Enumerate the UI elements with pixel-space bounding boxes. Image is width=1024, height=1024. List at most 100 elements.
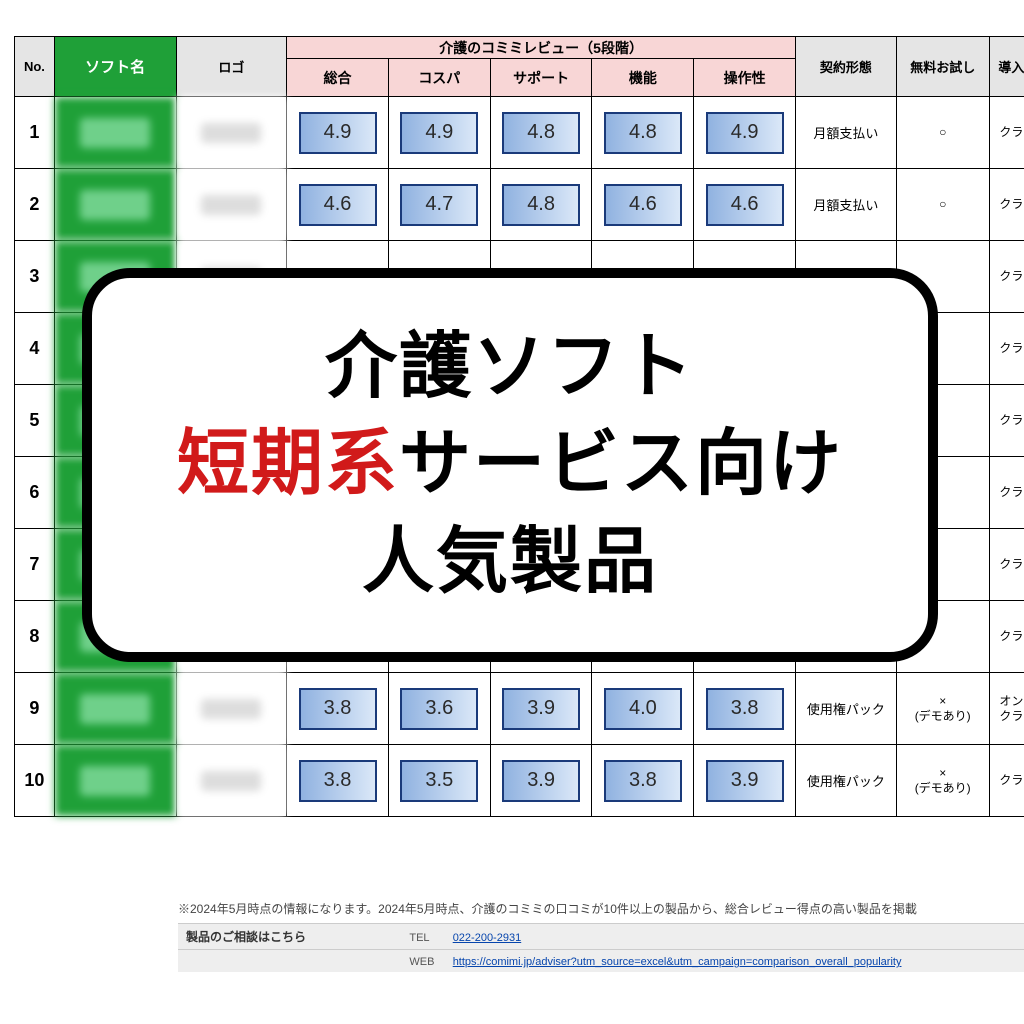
cell-contract: 使用権パック <box>796 673 897 745</box>
cell-soft <box>54 745 176 817</box>
table-row: 1 4.9 4.9 4.8 4.8 4.9 月額支払い○クラ <box>15 97 1024 169</box>
header-soft-name: ソフト名 <box>54 37 176 97</box>
footer: ※2024年5月時点の情報になります。2024年5月時点、介護のコミミの口コミが… <box>178 900 1024 972</box>
cell-logo <box>176 745 287 817</box>
score-box: 3.6 <box>400 688 478 730</box>
score-box: 3.8 <box>604 760 682 802</box>
score-box: 3.9 <box>706 760 784 802</box>
header-function: 機能 <box>592 59 694 97</box>
score-box: 3.5 <box>400 760 478 802</box>
header-usability: 操作性 <box>694 59 796 97</box>
cell-trial: ○ <box>896 97 989 169</box>
cell-score: 4.7 <box>388 169 490 241</box>
tel-label: TEL <box>409 932 449 944</box>
cell-score: 3.5 <box>388 745 490 817</box>
score-box: 4.8 <box>604 112 682 154</box>
cell-score: 3.8 <box>287 745 389 817</box>
cell-contract: 月額支払い <box>796 169 897 241</box>
score-box: 3.9 <box>502 760 580 802</box>
cell-score: 3.8 <box>592 745 694 817</box>
cell-score: 3.8 <box>694 673 796 745</box>
cell-no: 7 <box>15 529 55 601</box>
cell-deploy: クラ <box>989 529 1024 601</box>
cell-no: 1 <box>15 97 55 169</box>
cell-no: 2 <box>15 169 55 241</box>
cell-logo <box>176 169 287 241</box>
score-box: 4.9 <box>706 112 784 154</box>
header-support: サポート <box>490 59 592 97</box>
table-row: 2 4.6 4.7 4.8 4.6 4.6 月額支払い○クラ <box>15 169 1024 241</box>
score-box: 4.8 <box>502 184 580 226</box>
cell-deploy: クラ <box>989 457 1024 529</box>
tel-link[interactable]: 022-200-2931 <box>453 932 522 944</box>
cell-score: 3.9 <box>490 745 592 817</box>
score-box: 3.8 <box>706 688 784 730</box>
cell-no: 4 <box>15 313 55 385</box>
header-trial: 無料お試し <box>896 37 989 97</box>
score-box: 4.6 <box>706 184 784 226</box>
cell-score: 4.8 <box>592 97 694 169</box>
cell-score: 3.9 <box>694 745 796 817</box>
score-box: 4.6 <box>299 184 377 226</box>
overlay-card: 介護ソフト 短期系サービス向け 人気製品 <box>82 268 938 662</box>
cell-score: 4.0 <box>592 673 694 745</box>
cell-logo <box>176 97 287 169</box>
cell-deploy: クラ <box>989 313 1024 385</box>
header-deploy: 導入 <box>989 37 1024 97</box>
cell-deploy: クラ <box>989 745 1024 817</box>
cell-deploy: クラ <box>989 97 1024 169</box>
cell-score: 4.6 <box>287 169 389 241</box>
cell-deploy: クラ <box>989 601 1024 673</box>
overlay-line2-rest: サービス向け <box>399 424 843 504</box>
footer-contact-web: WEB https://comimi.jp/adviser?utm_source… <box>178 949 1024 972</box>
cell-deploy: クラ <box>989 169 1024 241</box>
score-box: 3.9 <box>502 688 580 730</box>
cell-score: 4.9 <box>388 97 490 169</box>
cell-soft <box>54 97 176 169</box>
overlay-line2-emph: 短期系 <box>177 424 399 504</box>
score-box: 4.6 <box>604 184 682 226</box>
cell-score: 4.6 <box>694 169 796 241</box>
score-box: 3.8 <box>299 760 377 802</box>
header-no: No. <box>15 37 55 97</box>
score-box: 4.9 <box>400 112 478 154</box>
score-box: 4.8 <box>502 112 580 154</box>
cell-score: 4.9 <box>694 97 796 169</box>
cell-trial: ×(デモあり) <box>896 673 989 745</box>
score-box: 3.8 <box>299 688 377 730</box>
cell-deploy: クラ <box>989 385 1024 457</box>
cell-score: 3.6 <box>388 673 490 745</box>
cell-score: 3.9 <box>490 673 592 745</box>
contact-label: 製品のご相談はこちら <box>186 928 406 945</box>
overlay-line1: 介護ソフト <box>325 319 695 416</box>
overlay-line3: 人気製品 <box>362 514 658 611</box>
cell-soft <box>54 673 176 745</box>
cell-trial: ○ <box>896 169 989 241</box>
cell-soft <box>54 169 176 241</box>
header-logo: ロゴ <box>176 37 287 97</box>
overlay-line2: 短期系サービス向け <box>177 416 843 513</box>
score-box: 4.7 <box>400 184 478 226</box>
web-label: WEB <box>409 956 449 968</box>
header-review-group: 介護のコミミレビュー（5段階） <box>287 37 796 59</box>
cell-contract: 使用権パック <box>796 745 897 817</box>
cell-score: 4.8 <box>490 169 592 241</box>
cell-no: 8 <box>15 601 55 673</box>
cell-no: 3 <box>15 241 55 313</box>
cell-trial: ×(デモあり) <box>896 745 989 817</box>
footer-note: ※2024年5月時点の情報になります。2024年5月時点、介護のコミミの口コミが… <box>178 900 1024 917</box>
cell-logo <box>176 673 287 745</box>
web-link[interactable]: https://comimi.jp/adviser?utm_source=exc… <box>453 956 902 968</box>
cell-no: 10 <box>15 745 55 817</box>
cell-deploy: オンクラ <box>989 673 1024 745</box>
header-cost: コスパ <box>388 59 490 97</box>
header-overall: 総合 <box>287 59 389 97</box>
table-row: 9 3.8 3.6 3.9 4.0 3.8 使用権パック×(デモあり)オンクラ <box>15 673 1024 745</box>
cell-contract: 月額支払い <box>796 97 897 169</box>
cell-no: 9 <box>15 673 55 745</box>
table-row: 10 3.8 3.5 3.9 3.8 3.9 使用権パック×(デモあり)クラ <box>15 745 1024 817</box>
cell-deploy: クラ <box>989 241 1024 313</box>
cell-score: 4.9 <box>287 97 389 169</box>
header-contract: 契約形態 <box>796 37 897 97</box>
footer-contact: 製品のご相談はこちら TEL 022-200-2931 <box>178 923 1024 949</box>
